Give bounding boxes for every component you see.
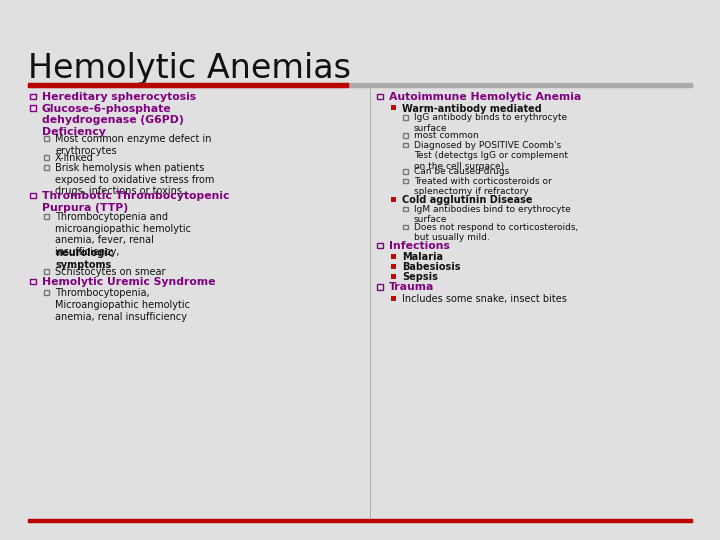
Bar <box>30 279 35 284</box>
Text: Glucose-6-phosphate
dehydrogenase (G6PD)
Deficiency: Glucose-6-phosphate dehydrogenase (G6PD)… <box>42 104 184 137</box>
Text: Hereditary spherocytosis: Hereditary spherocytosis <box>42 92 196 102</box>
Bar <box>391 105 396 110</box>
Bar <box>377 242 382 248</box>
Text: Malaria: Malaria <box>402 253 443 262</box>
Text: Infections: Infections <box>389 241 450 251</box>
Bar <box>44 154 49 159</box>
Text: Includes some snake, insect bites: Includes some snake, insect bites <box>402 294 567 304</box>
Bar <box>28 83 692 87</box>
Text: most common: most common <box>414 132 479 140</box>
Bar <box>377 93 382 99</box>
Bar <box>391 295 396 301</box>
Bar <box>28 519 692 522</box>
Text: Thrombocytopenia,
Microangiopathic hemolytic
anemia, renal insufficiency: Thrombocytopenia, Microangiopathic hemol… <box>55 288 190 322</box>
Bar <box>28 83 348 87</box>
Text: Sepsis: Sepsis <box>402 273 438 282</box>
Text: IgG antibody binds to erythrocyte
surface: IgG antibody binds to erythrocyte surfac… <box>414 113 567 133</box>
Text: Hemolytic Anemias: Hemolytic Anemias <box>28 52 351 85</box>
Bar <box>377 284 382 289</box>
Bar <box>30 93 35 99</box>
Bar <box>403 133 408 138</box>
Bar <box>403 143 408 147</box>
Bar <box>44 165 49 170</box>
Text: Trauma: Trauma <box>389 282 434 293</box>
Bar <box>391 197 396 201</box>
Bar <box>44 268 49 274</box>
Text: IgM antibodies bind to erythrocyte
surface: IgM antibodies bind to erythrocyte surfa… <box>414 205 571 225</box>
Text: Diagnosed by POSITIVE Coomb's
Test (detectgs IgG or complement
on the cell surga: Diagnosed by POSITIVE Coomb's Test (dete… <box>414 141 568 171</box>
Bar <box>44 136 49 140</box>
Text: Does not respond to corticosteroids,
but usually mild.: Does not respond to corticosteroids, but… <box>414 223 578 242</box>
Text: Thrombotic Thrombocytopenic
Purpura (TTP): Thrombotic Thrombocytopenic Purpura (TTP… <box>42 191 230 213</box>
Bar <box>403 207 408 211</box>
Text: Schistocytes on smear: Schistocytes on smear <box>55 267 166 277</box>
Bar <box>30 105 35 111</box>
Text: Treated with corticosteroids or
splenectomy if refractory: Treated with corticosteroids or splenect… <box>414 177 552 197</box>
Text: Brisk hemolysis when patients
exposed to oxidative stress from
drugs, infections: Brisk hemolysis when patients exposed to… <box>55 163 215 196</box>
Bar <box>403 225 408 229</box>
Text: Thrombocytopenia and
microangiopathic hemolytic
anemia, fever, renal
insufficien: Thrombocytopenia and microangiopathic he… <box>55 212 191 257</box>
Text: Autoimmune Hemolytic Anemia: Autoimmune Hemolytic Anemia <box>389 92 581 102</box>
Text: Can be caused drugs: Can be caused drugs <box>414 167 509 177</box>
Text: Cold agglutinin Disease: Cold agglutinin Disease <box>402 195 533 205</box>
Bar <box>391 254 396 259</box>
Bar <box>391 274 396 279</box>
Text: Warm-antibody mediated: Warm-antibody mediated <box>402 104 541 113</box>
Text: neurologic
symptoms: neurologic symptoms <box>55 248 114 269</box>
Bar <box>30 193 35 198</box>
Bar <box>44 213 49 219</box>
Bar <box>391 264 396 269</box>
Bar <box>44 290 49 295</box>
Text: Babesiosis: Babesiosis <box>402 262 461 273</box>
Text: Hemolytic Uremic Syndrome: Hemolytic Uremic Syndrome <box>42 277 215 287</box>
Bar <box>403 115 408 119</box>
Bar <box>403 169 408 173</box>
Bar <box>403 179 408 183</box>
Text: Most common enzyme defect in
erythrocytes: Most common enzyme defect in erythrocyte… <box>55 134 212 156</box>
Text: X-linked: X-linked <box>55 153 94 163</box>
